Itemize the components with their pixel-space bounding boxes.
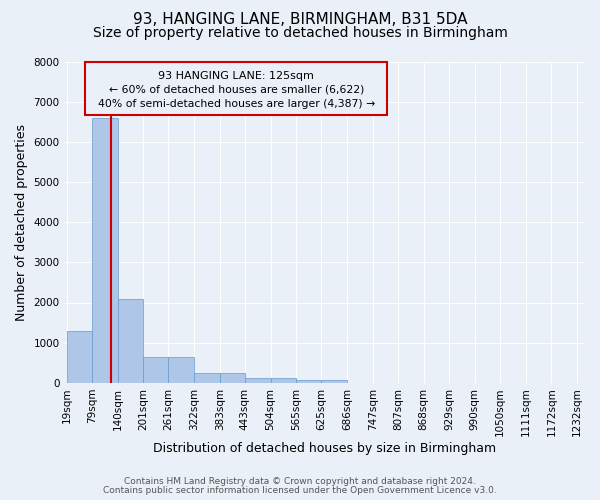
Text: Contains public sector information licensed under the Open Government Licence v3: Contains public sector information licen… <box>103 486 497 495</box>
Bar <box>118 300 143 383</box>
Bar <box>143 357 169 383</box>
Text: Contains HM Land Registry data © Crown copyright and database right 2024.: Contains HM Land Registry data © Crown c… <box>124 477 476 486</box>
Bar <box>271 378 296 383</box>
Bar <box>169 357 194 383</box>
Text: ← 60% of detached houses are smaller (6,622): ← 60% of detached houses are smaller (6,… <box>109 84 364 94</box>
Bar <box>67 330 92 383</box>
Y-axis label: Number of detached properties: Number of detached properties <box>15 124 28 320</box>
Bar <box>194 373 220 383</box>
FancyBboxPatch shape <box>85 62 387 114</box>
Text: 93, HANGING LANE, BIRMINGHAM, B31 5DA: 93, HANGING LANE, BIRMINGHAM, B31 5DA <box>133 12 467 28</box>
Text: 40% of semi-detached houses are larger (4,387) →: 40% of semi-detached houses are larger (… <box>98 99 375 109</box>
Bar <box>296 380 322 383</box>
Bar <box>220 373 245 383</box>
X-axis label: Distribution of detached houses by size in Birmingham: Distribution of detached houses by size … <box>153 442 496 455</box>
Bar <box>322 380 347 383</box>
Bar <box>245 378 271 383</box>
Text: Size of property relative to detached houses in Birmingham: Size of property relative to detached ho… <box>92 26 508 40</box>
Text: 93 HANGING LANE: 125sqm: 93 HANGING LANE: 125sqm <box>158 70 314 81</box>
Bar <box>92 118 118 383</box>
